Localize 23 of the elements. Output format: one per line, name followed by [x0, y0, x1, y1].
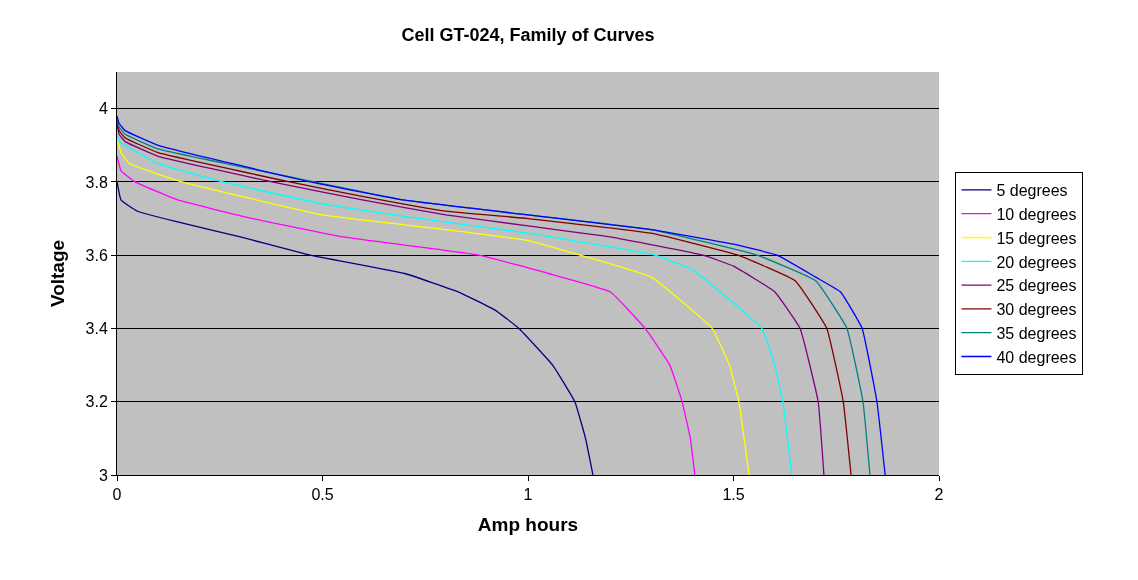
legend-label: 30 degrees [996, 301, 1077, 319]
y-tick-label: 4 [98, 100, 108, 118]
x-tick-label: 0.5 [311, 486, 334, 504]
x-tick-label: 2 [934, 486, 944, 504]
x-axis-title: Amp hours [477, 514, 579, 535]
y-tick-label: 3 [98, 466, 108, 484]
y-tick-label: 3.4 [85, 320, 108, 338]
legend-label: 15 degrees [996, 229, 1077, 247]
y-tick-label: 3.2 [85, 393, 108, 411]
x-tick-label: 1 [523, 486, 533, 504]
line-series [117, 181, 594, 475]
x-tick-label: 1.5 [722, 486, 745, 504]
legend-label: 5 degrees [996, 182, 1068, 200]
y-tick-label: 3.6 [85, 246, 108, 264]
y-axis-title: Voltage [47, 239, 69, 308]
x-tick-label: 0 [112, 486, 122, 504]
legend-label: 25 degrees [996, 277, 1077, 295]
legend-label: 20 degrees [996, 253, 1077, 271]
legend-label: 35 degrees [996, 324, 1077, 342]
legend-label: 40 degrees [996, 348, 1077, 366]
legend-label: 10 degrees [996, 205, 1077, 223]
chart-title: Cell GT-024, Family of Curves [401, 25, 655, 46]
y-tick-label: 3.8 [85, 173, 108, 191]
